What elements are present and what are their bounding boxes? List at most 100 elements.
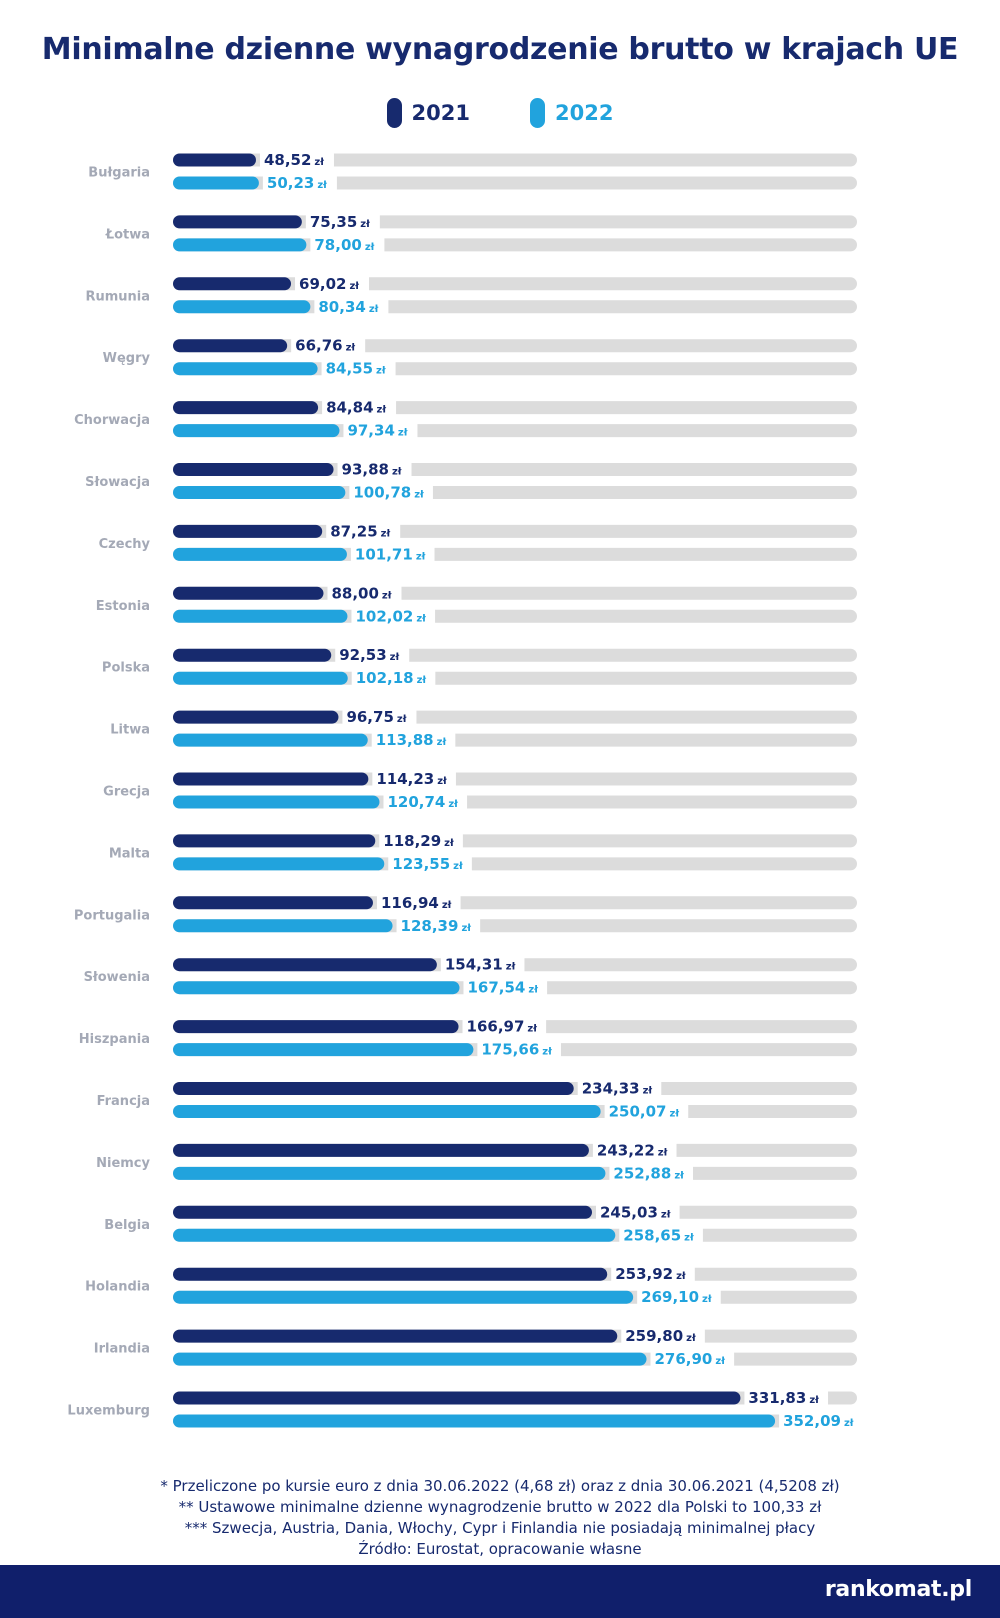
- data-label-francja-2021: 234,33 zł: [582, 1080, 653, 1098]
- bar-label-bg-francja-2021: [577, 1081, 662, 1096]
- bar-label-bg-portugalia-2022: [396, 918, 481, 934]
- data-label-chorwacja-2022: 97,34 zł: [347, 422, 407, 440]
- data-label-belgia-2021: 245,03 zł: [600, 1203, 671, 1221]
- category-label-wegry: Węgry: [103, 351, 151, 366]
- chart-title: Minimalne dzienne wynagrodzenie brutto w…: [41, 32, 959, 67]
- footer-bar: rankomat.pl: [0, 1565, 1000, 1618]
- bar-niemcy-2021: [173, 1143, 589, 1157]
- bar-label-bg-luxemburg-2022: [779, 1413, 863, 1429]
- bar-label-bg-slowenia-2022: [463, 980, 548, 996]
- bar-wegry-2021: [173, 339, 288, 353]
- bar-francja-2021: [173, 1082, 574, 1095]
- bar-portugalia-2022: [173, 919, 393, 933]
- bar-label-bg-francja-2022: [604, 1104, 689, 1119]
- bar-label-bg-lotwa-2021: [305, 214, 380, 230]
- bar-label-bg-polska-2021: [335, 647, 410, 663]
- category-label-slowacja: Słowacja: [85, 475, 150, 490]
- data-label-grecja-2022: 120,74 zł: [387, 793, 458, 811]
- bar-label-bg-irlandia-2021: [621, 1328, 705, 1344]
- bar-slowacja-2021: [173, 463, 334, 476]
- bar-label-bg-estonia-2021: [327, 585, 402, 601]
- data-label-holandia-2022: 269,10 zł: [641, 1288, 712, 1306]
- data-label-hiszpania-2021: 166,97 zł: [467, 1018, 538, 1036]
- data-label-wegry-2022: 84,55 zł: [326, 360, 386, 378]
- data-label-polska-2022: 102,18 zł: [356, 669, 427, 687]
- category-label-hiszpania: Hiszpania: [79, 1032, 150, 1047]
- bar-irlandia-2021: [173, 1329, 618, 1343]
- data-label-polska-2021: 92,53 zł: [339, 646, 399, 664]
- bar-label-bg-slowacja-2022: [349, 485, 433, 500]
- bar-label-bg-irlandia-2022: [650, 1351, 735, 1367]
- bar-label-bg-belgia-2022: [619, 1227, 703, 1243]
- category-label-slowenia: Słowenia: [84, 970, 150, 985]
- bar-grecja-2021: [173, 772, 369, 786]
- data-label-wegry-2021: 66,76 zł: [295, 337, 355, 355]
- bar-label-bg-bulgaria-2022: [262, 175, 337, 191]
- bar-czechy-2022: [173, 547, 347, 561]
- bar-bulgaria-2021: [173, 153, 256, 167]
- bar-grecja-2022: [173, 795, 380, 809]
- bar-chorwacja-2021: [173, 401, 319, 415]
- data-label-litwa-2021: 96,75 zł: [346, 708, 406, 726]
- data-label-bulgaria-2021: 48,52 zł: [264, 151, 324, 169]
- bar-label-bg-czechy-2021: [326, 523, 401, 539]
- data-label-niemcy-2022: 252,88 zł: [613, 1164, 684, 1182]
- footnote-1: * Przeliczone po kursie euro z dnia 30.0…: [160, 1477, 840, 1495]
- legend-swatch-2021: [386, 98, 402, 128]
- legend: 2021 2022: [0, 98, 1000, 128]
- bar-track-bulgaria-2021: [173, 153, 857, 167]
- bar-label-bg-hiszpania-2022: [477, 1042, 561, 1058]
- bar-label-bg-bulgaria-2021: [259, 152, 334, 168]
- bar-malta-2021: [173, 834, 376, 848]
- bar-belgia-2022: [173, 1228, 616, 1242]
- bar-czechy-2021: [173, 524, 323, 538]
- bar-francja-2022: [173, 1105, 601, 1118]
- bar-label-bg-chorwacja-2022: [343, 423, 418, 439]
- bar-rumunia-2022: [173, 300, 311, 314]
- bar-estonia-2021: [173, 586, 324, 600]
- footnote-3: *** Szwecja, Austria, Dania, Włochy, Cyp…: [184, 1519, 816, 1537]
- category-label-bulgaria: Bułgaria: [88, 166, 150, 181]
- bar-label-bg-wegry-2021: [291, 338, 366, 354]
- bar-label-bg-niemcy-2022: [609, 1165, 694, 1181]
- bar-label-bg-niemcy-2021: [592, 1142, 677, 1158]
- footnotes: * Przeliczone po kursie euro z dnia 30.0…: [0, 1476, 1000, 1560]
- bar-lotwa-2021: [173, 215, 302, 229]
- data-label-estonia-2021: 88,00 zł: [331, 584, 391, 602]
- data-label-portugalia-2022: 128,39 zł: [401, 917, 472, 935]
- bar-hiszpania-2021: [173, 1020, 459, 1034]
- bar-label-bg-luxemburg-2021: [744, 1390, 829, 1406]
- data-label-irlandia-2022: 276,90 zł: [654, 1350, 725, 1368]
- category-label-holandia: Holandia: [85, 1280, 150, 1295]
- data-label-litwa-2022: 113,88 zł: [376, 731, 447, 749]
- bar-estonia-2022: [173, 609, 348, 623]
- data-label-lotwa-2022: 78,00 zł: [314, 236, 374, 254]
- category-label-malta: Malta: [109, 846, 150, 861]
- bar-holandia-2021: [173, 1267, 608, 1281]
- bar-litwa-2022: [173, 733, 368, 747]
- category-label-litwa: Litwa: [110, 723, 150, 738]
- bar-polska-2021: [173, 648, 332, 662]
- bar-label-bg-holandia-2022: [637, 1289, 721, 1305]
- bar-slowenia-2022: [173, 981, 460, 995]
- bar-label-bg-czechy-2022: [350, 546, 435, 562]
- bar-polska-2022: [173, 671, 348, 685]
- legend-label-2021: 2021: [411, 101, 470, 125]
- data-label-malta-2022: 123,55 zł: [392, 855, 463, 873]
- category-label-francja: Francja: [97, 1094, 150, 1109]
- data-label-estonia-2022: 102,02 zł: [355, 607, 426, 625]
- category-label-grecja: Grecja: [103, 785, 150, 800]
- bar-portugalia-2021: [173, 896, 373, 910]
- data-label-grecja-2021: 114,23 zł: [376, 770, 447, 788]
- bar-irlandia-2022: [173, 1352, 647, 1366]
- bar-label-bg-malta-2022: [388, 856, 472, 872]
- category-label-rumunia: Rumunia: [85, 289, 150, 304]
- bar-slowacja-2022: [173, 486, 346, 499]
- legend-label-2022: 2022: [555, 101, 614, 125]
- data-label-irlandia-2021: 259,80 zł: [625, 1327, 696, 1345]
- category-label-belgia: Belgia: [104, 1218, 150, 1233]
- bar-label-bg-rumunia-2021: [295, 276, 370, 292]
- bar-lotwa-2022: [173, 238, 307, 252]
- bar-track-bulgaria-2022: [173, 176, 857, 190]
- bar-label-bg-malta-2021: [379, 833, 463, 849]
